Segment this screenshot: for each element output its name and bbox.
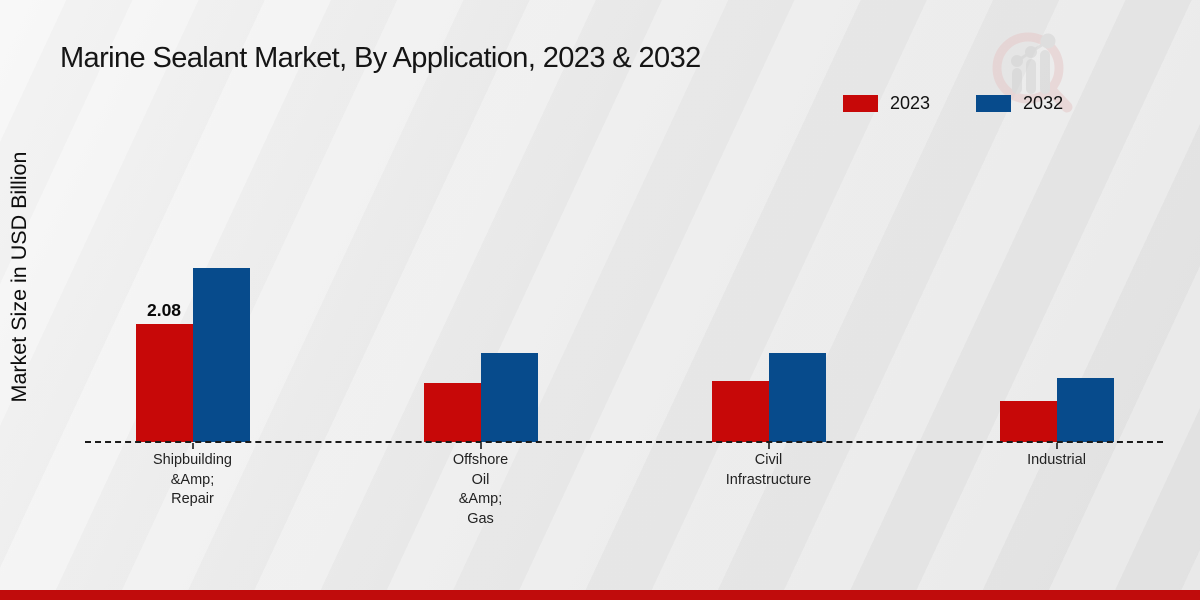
category-label-1: Shipbuilding &Amp; Repair	[103, 451, 283, 510]
bar-2023-3	[711, 381, 769, 442]
footer-accent-bar	[0, 590, 1200, 600]
market-research-logo-icon	[992, 32, 1073, 113]
x-axis-baseline	[85, 441, 1163, 443]
legend: 2023 2032	[843, 93, 1063, 114]
legend-label: 2023	[890, 93, 931, 113]
category-label-line: Oil	[471, 471, 490, 488]
bar-value-label: 2.08	[146, 300, 182, 320]
category-label-4: Industrial	[967, 451, 1147, 471]
x-axis-tick	[1055, 443, 1058, 449]
category-label-line: &Amp;	[170, 471, 215, 488]
category-label-line: Gas	[467, 510, 494, 527]
category-label-line: Repair	[171, 491, 214, 507]
x-axis-tick	[191, 443, 194, 449]
category-label-line: Industrial	[1027, 452, 1086, 468]
bar-2023-2	[423, 383, 481, 442]
x-axis-tick	[479, 443, 482, 449]
bar-2032-4	[1056, 378, 1114, 442]
legend-item-2023: 2023	[843, 93, 930, 114]
x-axis-tick	[767, 443, 770, 449]
legend-swatch-icon	[976, 95, 1012, 112]
category-label-line: Offshore	[452, 452, 509, 468]
category-label-2: Offshore Oil &Amp; Gas	[391, 451, 571, 529]
legend-item-2032: 2032	[976, 93, 1063, 114]
bar-2032-3	[768, 353, 826, 442]
chart-title: Marine Sealant Market, By Application, 2…	[60, 42, 701, 74]
category-label-line: &Amp;	[458, 491, 503, 507]
bar-2023-1	[135, 324, 193, 442]
category-label-3: Civil Infrastructure	[679, 451, 859, 490]
bar-2023-4	[999, 401, 1057, 442]
category-label-line: Civil	[754, 452, 783, 468]
bar-2032-1	[192, 268, 250, 442]
category-label-line: Infrastructure	[725, 471, 812, 488]
legend-swatch-icon	[843, 95, 878, 112]
bar-2032-2	[480, 353, 538, 442]
category-label-line: Shipbuilding	[152, 452, 232, 468]
legend-label: 2032	[1023, 93, 1064, 113]
